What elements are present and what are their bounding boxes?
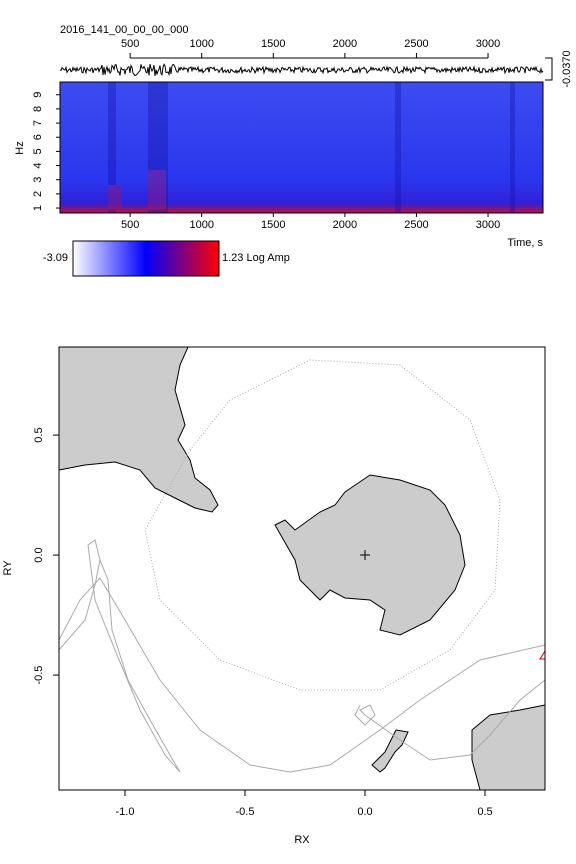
x-tick-label: 3000 [476,38,500,50]
y-tick-label: 7 [32,120,44,126]
colorbar-min: -3.09 [43,252,68,264]
x-axis-label: Time, s [507,237,543,249]
x-tick-label: -0.5 [236,806,255,818]
x-tick-label: 500 [121,219,139,231]
x-tick-label: 0.0 [357,806,372,818]
y-tick-label: -0.5 [33,666,45,685]
y-tick-label: 2 [32,191,44,197]
x-tick-label: 1500 [261,38,285,50]
y-tick-label: 3 [32,177,44,183]
map-frame [58,346,546,791]
y-tick-label: 8 [32,106,44,112]
station-marker [539,650,546,660]
x-tick-label: 2000 [333,38,357,50]
trace-scale-bar [545,57,553,81]
x-tick-label: 1000 [189,38,213,50]
x-tick-label: 2500 [404,38,428,50]
y-tick-label: 9 [32,92,44,98]
spectrogram-image [60,82,543,213]
x-tick-label: 1000 [189,219,213,231]
x-tick-label: -1.0 [116,806,135,818]
tracks [58,359,546,773]
y-tick-label: 1 [32,205,44,211]
y-tick-label: 4 [32,162,44,168]
center-marker [360,550,370,560]
spectrogram-frame [59,81,544,214]
x-tick-label: 3000 [476,219,500,231]
y-axis-label: RY [2,560,14,576]
y-tick-label: 5 [32,148,44,154]
x-axis-label: RX [294,834,310,846]
x-tick-label: 2000 [333,219,357,231]
x-tick-label: 500 [121,38,139,50]
colorbar-max: 1.23 Log Amp [222,252,290,264]
x-tick-label: 1500 [261,219,285,231]
seismogram-trace [59,63,544,77]
y-tick-label: 6 [32,134,44,140]
streaks [108,82,515,213]
x-tick-label: 0.5 [477,806,492,818]
spectrogram-title: 2016_141_00_00_00_000 [60,24,188,36]
x-tick-label: 2500 [404,219,428,231]
y-tick-label: 0.0 [33,547,45,562]
colorbar [72,240,220,277]
trace-scale-label: -0.0370 [561,50,573,87]
y-axis-label: Hz [14,141,26,154]
y-tick-label: 0.5 [33,427,45,442]
